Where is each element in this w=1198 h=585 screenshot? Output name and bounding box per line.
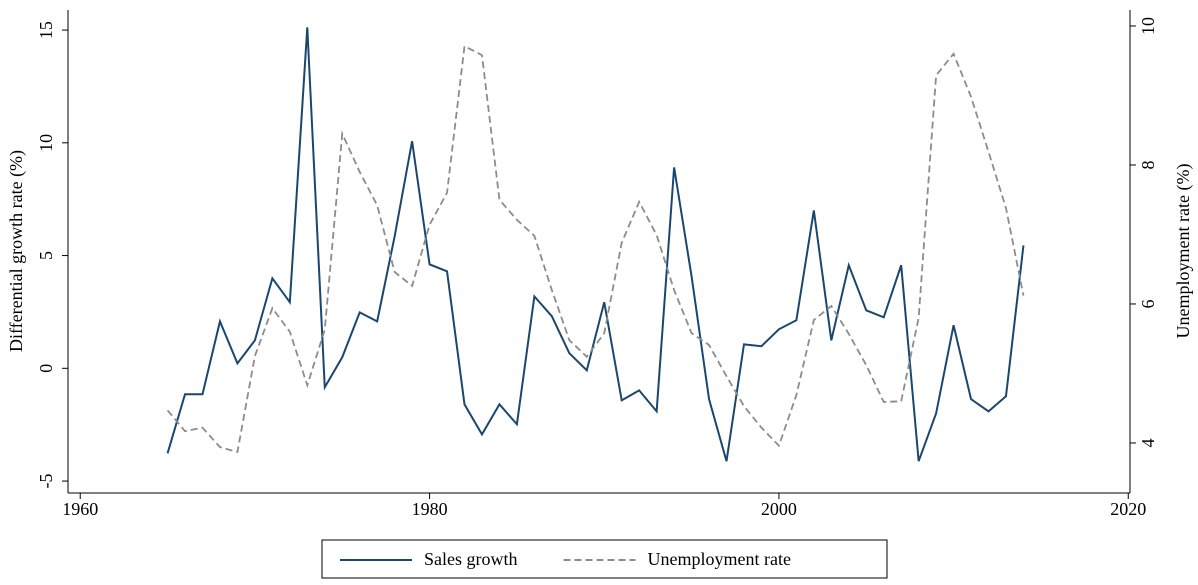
y-axis-label: Differential growth rate (%) — [6, 150, 27, 352]
y-tick-label: 15 — [36, 21, 56, 39]
legend-label: Unemployment rate — [648, 549, 791, 569]
x-tick-label: 2020 — [1110, 499, 1146, 519]
y-tick-label: -5 — [36, 474, 56, 489]
x-tick-label: 2000 — [761, 499, 797, 519]
x-tick-label: 1980 — [412, 499, 448, 519]
y-tick-label: 0 — [36, 364, 56, 373]
series-line — [166, 44, 1025, 454]
y2-axis-label: Unemployment rate (%) — [1173, 164, 1194, 339]
y2-tick-label: 8 — [1138, 160, 1158, 169]
y-tick-label: 10 — [36, 134, 56, 152]
y2-tick-label: 10 — [1138, 17, 1158, 35]
y-tick-label: 5 — [36, 251, 56, 260]
y2-tick-label: 4 — [1138, 438, 1158, 447]
legend-box — [321, 539, 888, 579]
y2-tick-label: 6 — [1138, 299, 1158, 308]
legend-label: Sales growth — [424, 549, 518, 569]
series-line — [166, 27, 1025, 462]
x-tick-label: 1960 — [62, 499, 98, 519]
